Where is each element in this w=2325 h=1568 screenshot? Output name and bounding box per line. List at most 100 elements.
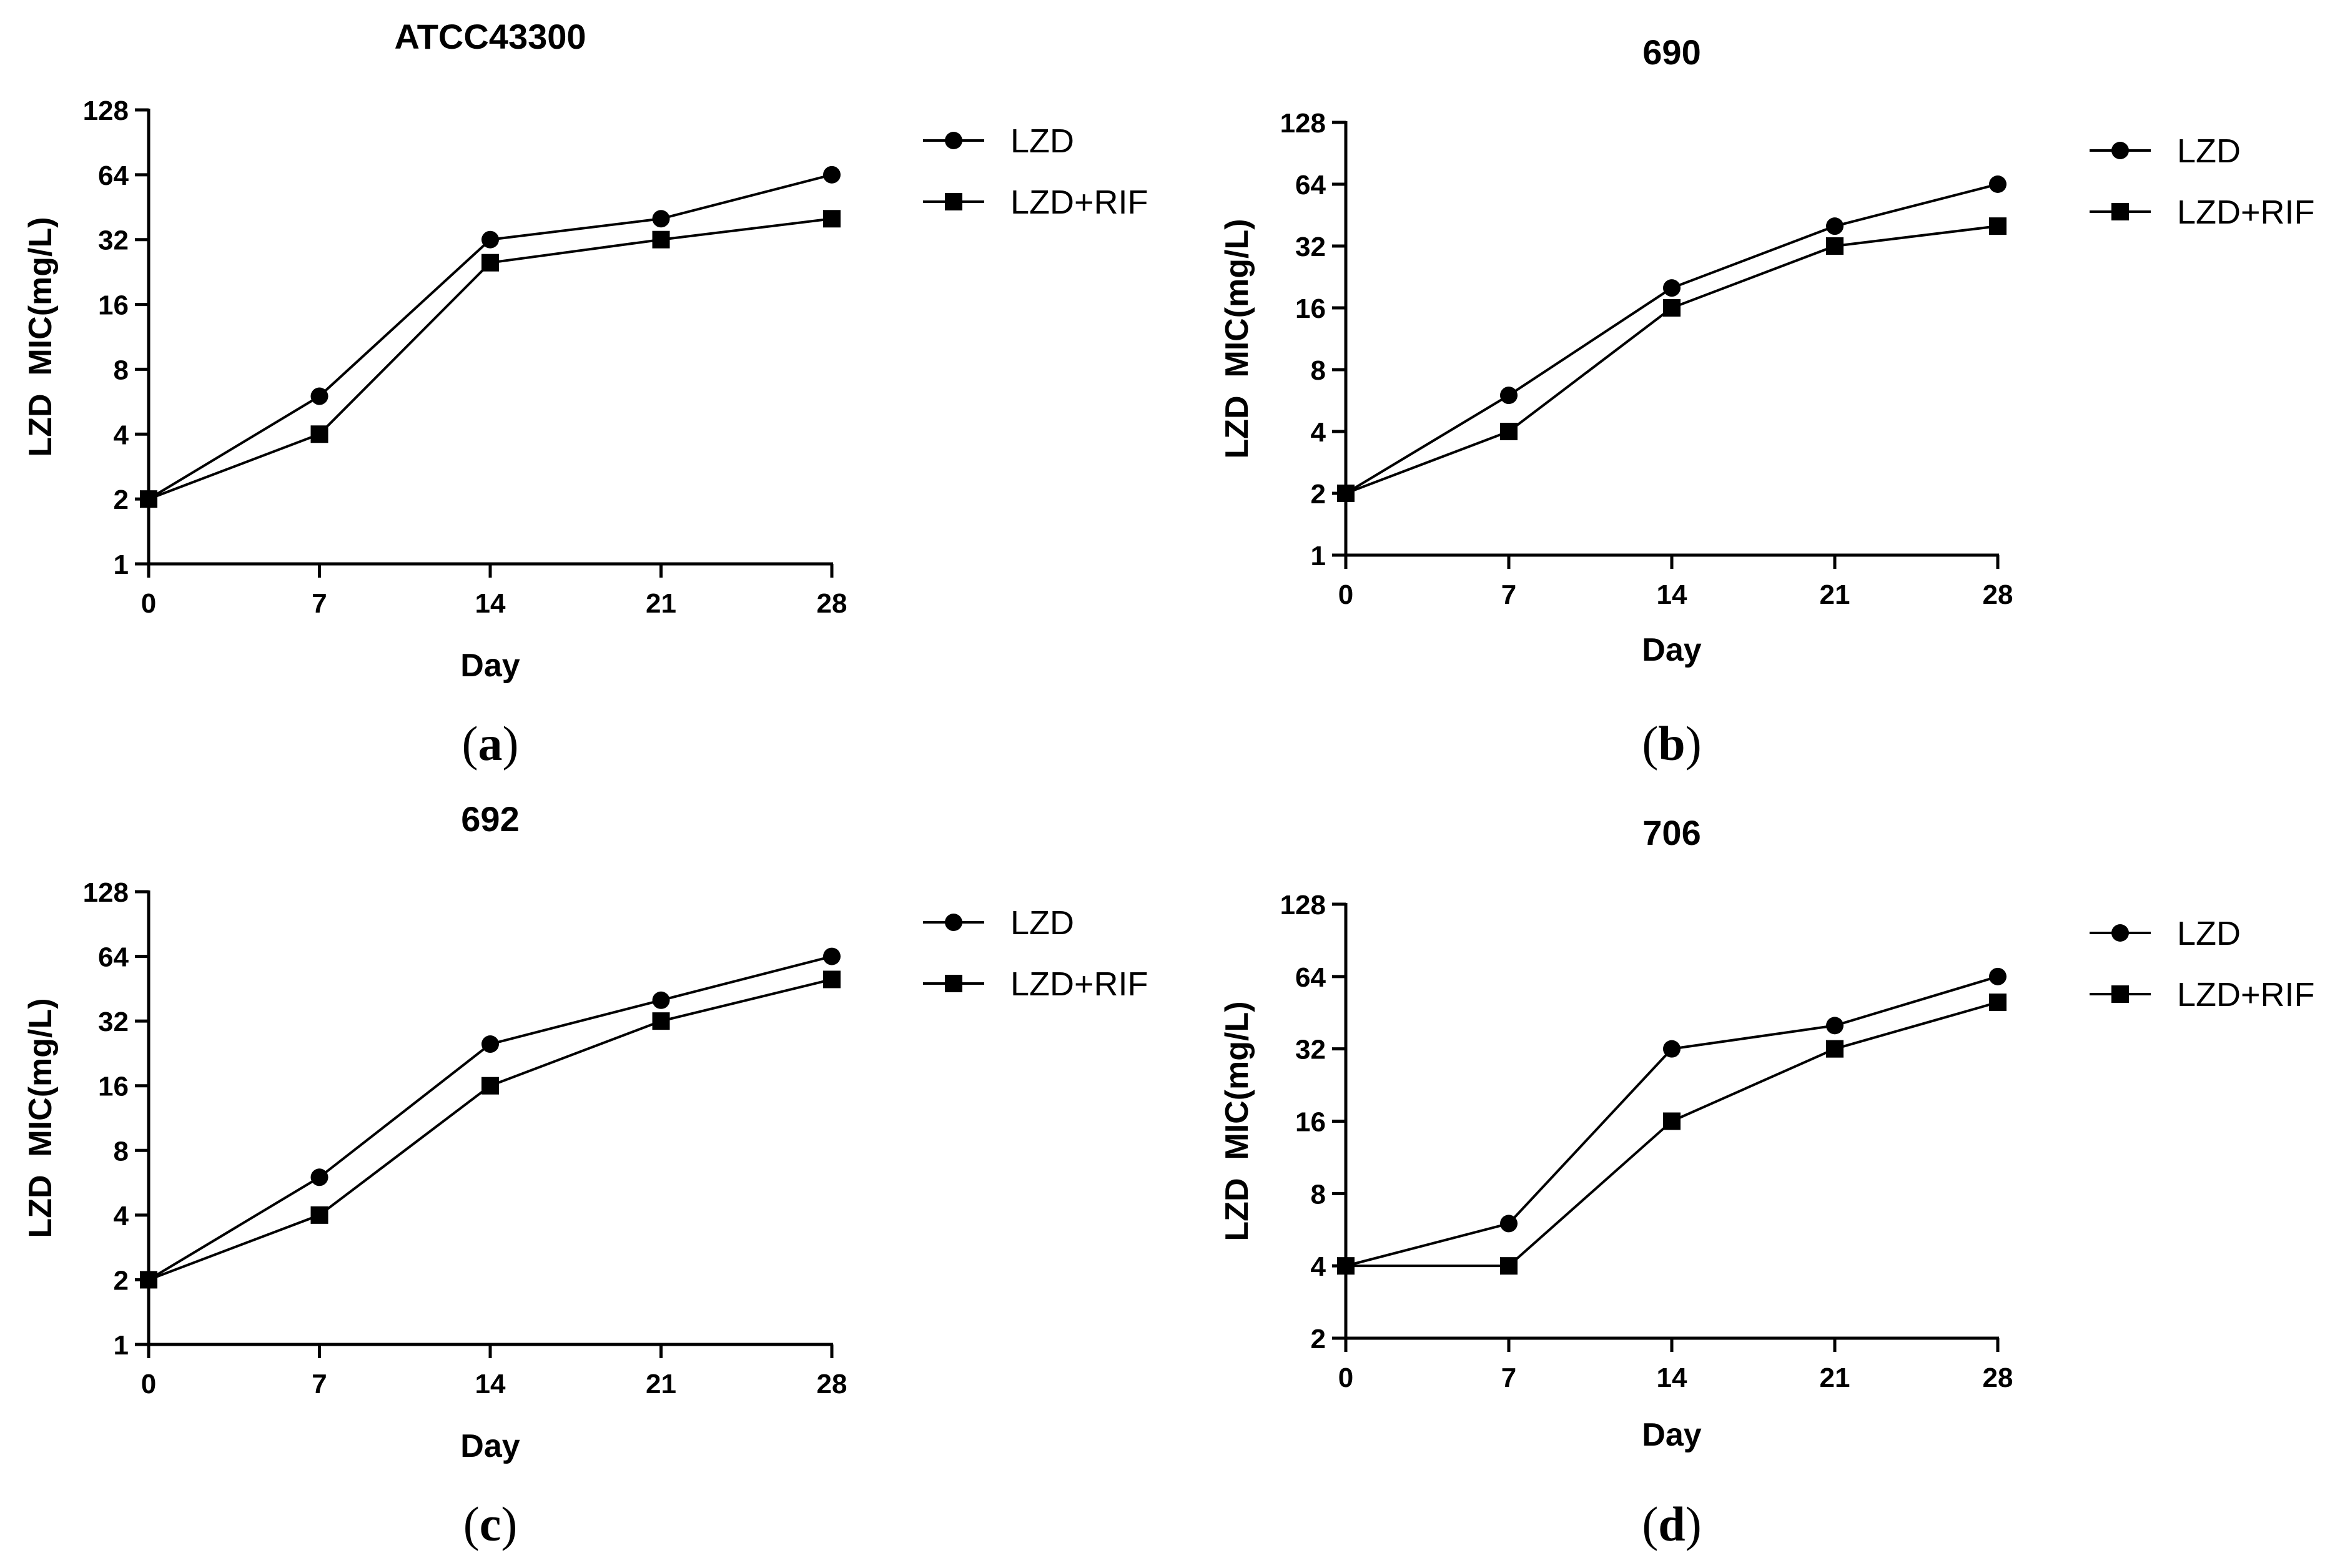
y-axis-label: LZD MIC(mg/L) bbox=[1219, 1001, 1255, 1241]
y-tick-label: 2 bbox=[1311, 1324, 1326, 1354]
data-point-circle bbox=[652, 210, 670, 228]
x-tick-label: 28 bbox=[817, 588, 847, 619]
series-lzd bbox=[140, 947, 841, 1289]
data-point-square bbox=[481, 254, 499, 272]
x-axis-label: Day bbox=[1642, 1417, 1701, 1453]
data-point-square bbox=[1500, 1257, 1518, 1275]
y-tick-label: 2 bbox=[114, 485, 129, 515]
y-axis-label: LZD MIC(mg/L) bbox=[22, 217, 59, 456]
y-tick-label: 4 bbox=[114, 1201, 129, 1231]
chart-title: ATCC43300 bbox=[394, 17, 586, 56]
y-tick-label: 2 bbox=[1311, 479, 1326, 510]
series-lzd-rif bbox=[1337, 217, 2007, 502]
y-tick-label: 128 bbox=[1280, 890, 1326, 920]
series-lzd-rif bbox=[1337, 994, 2007, 1275]
legend: LZD LZD+RIF bbox=[2090, 915, 2315, 1013]
series-lzd-rif bbox=[140, 970, 841, 1289]
legend-marker-circle bbox=[2111, 924, 2129, 942]
data-point-square bbox=[823, 970, 841, 989]
y-tick-label: 8 bbox=[114, 355, 129, 385]
x-tick-label: 21 bbox=[1820, 1363, 1850, 1393]
x-tick-label: 7 bbox=[312, 588, 327, 619]
x-tick-label: 28 bbox=[817, 1369, 847, 1399]
chart-title: 706 bbox=[1642, 813, 1701, 852]
data-point-circle bbox=[481, 230, 499, 249]
data-point-square bbox=[310, 1206, 328, 1224]
x-tick-label: 28 bbox=[1983, 1363, 2013, 1393]
y-tick-label: 128 bbox=[83, 96, 129, 126]
data-point-circle bbox=[1500, 1215, 1518, 1233]
x-tick-label: 0 bbox=[141, 588, 156, 619]
data-point-square bbox=[652, 1012, 670, 1030]
y-tick-label: 1 bbox=[1311, 541, 1326, 571]
legend-marker-square bbox=[2111, 203, 2129, 220]
series-lzd bbox=[140, 165, 841, 508]
chart-title: 692 bbox=[461, 799, 519, 839]
data-point-square bbox=[1337, 1257, 1355, 1275]
x-tick-label: 14 bbox=[1657, 579, 1687, 610]
y-tick-label: 8 bbox=[1311, 1179, 1326, 1210]
legend-entry-label: LZD bbox=[2177, 915, 2241, 952]
data-point-square bbox=[1989, 217, 2007, 235]
series-lzd-rif bbox=[140, 210, 841, 508]
data-point-circle bbox=[652, 991, 670, 1009]
legend-entry-label: LZD+RIF bbox=[1010, 184, 1148, 221]
data-point-circle bbox=[1663, 1040, 1681, 1058]
legend: LZD LZD+RIF bbox=[923, 122, 1148, 221]
legend-entry-label: LZD bbox=[1010, 904, 1074, 942]
data-point-circle bbox=[481, 1035, 499, 1053]
y-tick-label: 64 bbox=[98, 942, 129, 973]
data-point-square bbox=[823, 210, 841, 228]
data-point-square bbox=[1826, 1040, 1844, 1058]
y-tick-label: 128 bbox=[1280, 108, 1326, 139]
data-point-square bbox=[1663, 299, 1681, 317]
panel-label: (c) bbox=[463, 1497, 518, 1551]
chart-panel-c: 692 1 2 4 8 16 32 64 128 0 7 14 21 28 Day LZD MIC(mg/L)… bbox=[22, 799, 1148, 1551]
y-tick-label: 16 bbox=[1295, 293, 1326, 324]
data-point-circle bbox=[1989, 967, 2007, 985]
data-point-circle bbox=[310, 387, 328, 405]
data-point-square bbox=[652, 230, 670, 249]
x-tick-label: 0 bbox=[1338, 1363, 1353, 1393]
y-axis-label: LZD MIC(mg/L) bbox=[1219, 219, 1255, 458]
chart-panel-b: 690 1 2 4 8 16 32 64 128 0 7 14 21 28 Day LZD MIC(mg/L)… bbox=[1219, 32, 2315, 771]
y-tick-label: 16 bbox=[1295, 1107, 1326, 1138]
data-point-square bbox=[140, 1271, 157, 1289]
x-axis-label: Day bbox=[1642, 632, 1701, 668]
y-tick-label: 64 bbox=[98, 160, 129, 191]
legend-entry-label: LZD+RIF bbox=[1010, 965, 1148, 1003]
data-point-circle bbox=[823, 165, 841, 184]
y-tick-label: 32 bbox=[98, 1007, 129, 1037]
chart-title: 690 bbox=[1642, 32, 1701, 72]
data-point-square bbox=[1500, 423, 1518, 440]
y-axis-label: LZD MIC(mg/L) bbox=[22, 998, 59, 1238]
series-line bbox=[1345, 183, 1998, 495]
legend-marker-circle bbox=[945, 132, 962, 149]
data-point-square bbox=[1826, 237, 1844, 255]
x-tick-label: 21 bbox=[1820, 579, 1850, 610]
series-line bbox=[1345, 225, 1998, 495]
data-point-square bbox=[481, 1077, 499, 1095]
data-point-circle bbox=[310, 1168, 328, 1186]
y-tick-label: 4 bbox=[1311, 1251, 1326, 1282]
x-tick-label: 14 bbox=[475, 588, 506, 619]
legend-marker-circle bbox=[945, 914, 962, 931]
y-tick-label: 32 bbox=[1295, 232, 1326, 262]
data-point-square bbox=[140, 490, 157, 508]
data-point-circle bbox=[1826, 217, 1844, 235]
data-point-square bbox=[310, 425, 328, 443]
legend-marker-square bbox=[945, 193, 962, 210]
x-tick-label: 7 bbox=[1501, 579, 1516, 610]
x-tick-label: 7 bbox=[1501, 1363, 1516, 1393]
y-tick-label: 1 bbox=[114, 1330, 129, 1361]
y-tick-label: 4 bbox=[114, 420, 129, 450]
panel-label: (b) bbox=[1642, 716, 1701, 771]
y-tick-label: 1 bbox=[114, 550, 129, 580]
panel-label: (d) bbox=[1642, 1497, 1701, 1551]
legend: LZD LZD+RIF bbox=[923, 904, 1148, 1003]
panel-label: (a) bbox=[462, 716, 519, 771]
y-tick-label: 2 bbox=[114, 1265, 129, 1296]
y-tick-label: 32 bbox=[98, 225, 129, 256]
y-tick-label: 16 bbox=[98, 290, 129, 321]
